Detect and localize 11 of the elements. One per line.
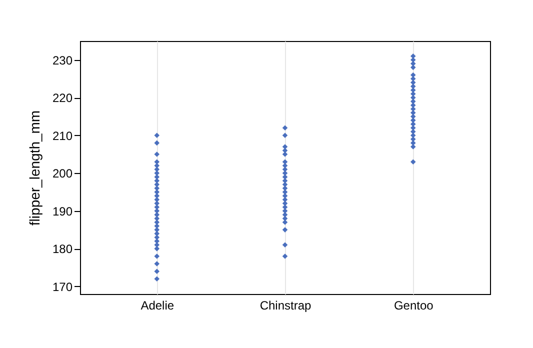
y-tick-label: 210: [52, 128, 73, 143]
y-tick-label: 200: [52, 166, 73, 181]
y-tick-label: 220: [52, 91, 73, 106]
y-axis-title: flipper_length_mm: [26, 110, 42, 226]
x-tick-label: Adelie: [140, 298, 174, 312]
y-tick-label: 170: [52, 280, 73, 294]
x-tick-label: Gentoo: [394, 298, 434, 312]
y-tick-label: 190: [52, 204, 73, 218]
x-tick-label: Chinstrap: [260, 298, 312, 312]
y-tick-label: 230: [52, 53, 73, 68]
y-tick-label: 180: [52, 242, 73, 256]
